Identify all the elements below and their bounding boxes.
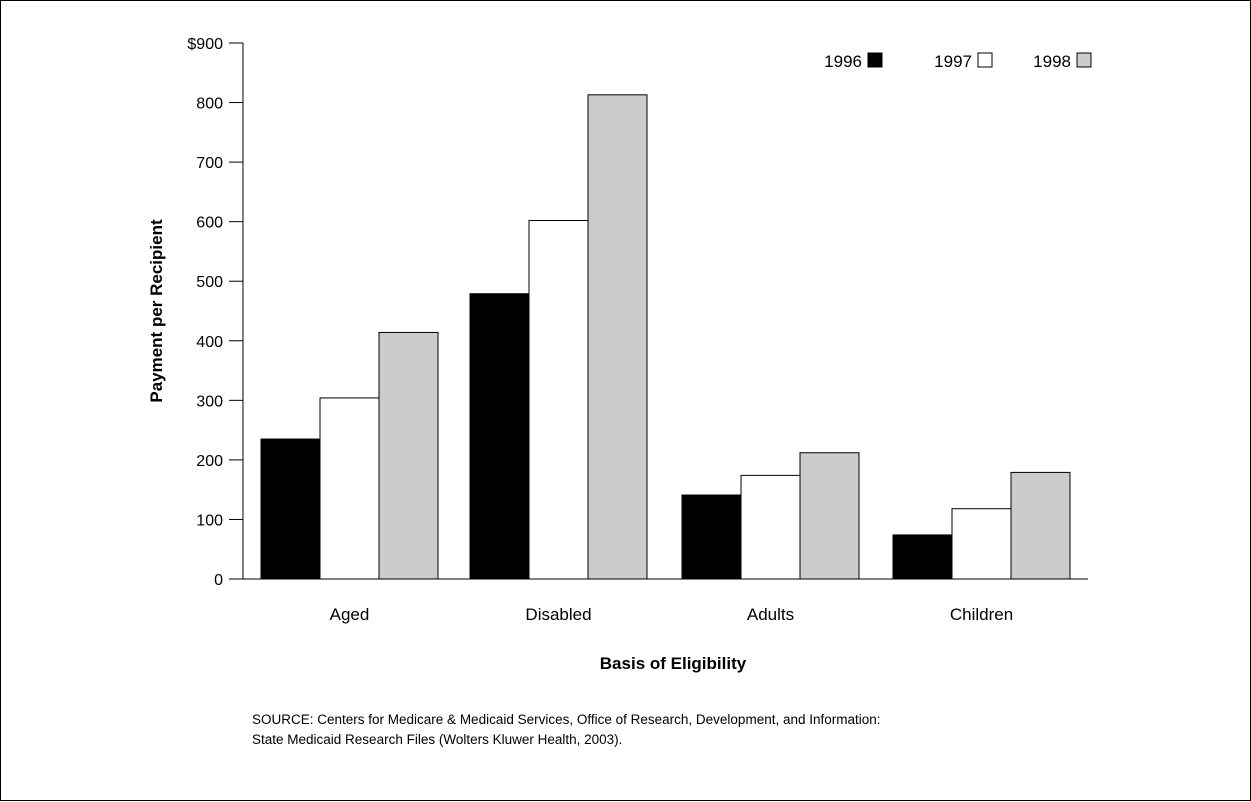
source-note: SOURCE: Centers for Medicare & Medicaid …: [252, 710, 1152, 750]
legend-label-1996: 1996: [824, 52, 862, 71]
x-tick-label: Children: [950, 605, 1013, 624]
y-tick-label: 800: [196, 96, 223, 113]
bar-children-1997: [951, 508, 1012, 580]
y-tick-label: 300: [196, 393, 223, 410]
y-tick-label: 600: [196, 215, 223, 232]
bar-children-1998: [1010, 471, 1071, 580]
bar-children-1996: [892, 534, 953, 580]
x-tick-label: Disabled: [525, 605, 591, 624]
bar-aged-1998: [378, 331, 439, 580]
bar-aged-1996: [260, 438, 321, 580]
legend: 1996 1997 1998: [824, 52, 1092, 71]
bar-disabled-1996: [469, 293, 530, 580]
x-tick-label: Aged: [330, 605, 370, 624]
legend-swatch-1997: [977, 52, 993, 68]
y-tick-label: $900: [187, 36, 223, 53]
bar-disabled-1997: [528, 219, 589, 580]
y-tick-label: 500: [196, 274, 223, 291]
y-tick-label: 200: [196, 453, 223, 470]
y-tick-label: 700: [196, 155, 223, 172]
bar-adults-1996: [681, 494, 742, 580]
y-axis: 0 100 200 300 400 500 600 700 800 $900: [187, 36, 1088, 589]
legend-label-1998: 1998: [1033, 52, 1071, 71]
legend-label-1997: 1997: [934, 52, 972, 71]
y-tick-label: 0: [214, 572, 223, 589]
bars: [260, 94, 1071, 580]
source-line-2: State Medicaid Research Files (Wolters K…: [252, 732, 623, 747]
bar-adults-1998: [799, 452, 860, 580]
legend-swatch-1998: [1076, 52, 1092, 68]
y-axis-title: Payment per Recipient: [147, 219, 166, 403]
x-axis-title: Basis of Eligibility: [600, 654, 747, 673]
legend-swatch-1996: [867, 52, 883, 68]
bar-disabled-1998: [587, 94, 648, 580]
x-tick-label: Adults: [747, 605, 794, 624]
bar-adults-1997: [740, 474, 801, 580]
y-tick-label: 400: [196, 334, 223, 351]
y-tick-label: 100: [196, 512, 223, 529]
x-axis-labels: Aged Disabled Adults Children: [330, 605, 1014, 624]
bar-aged-1997: [319, 397, 380, 580]
source-line-1: SOURCE: Centers for Medicare & Medicaid …: [252, 712, 881, 727]
